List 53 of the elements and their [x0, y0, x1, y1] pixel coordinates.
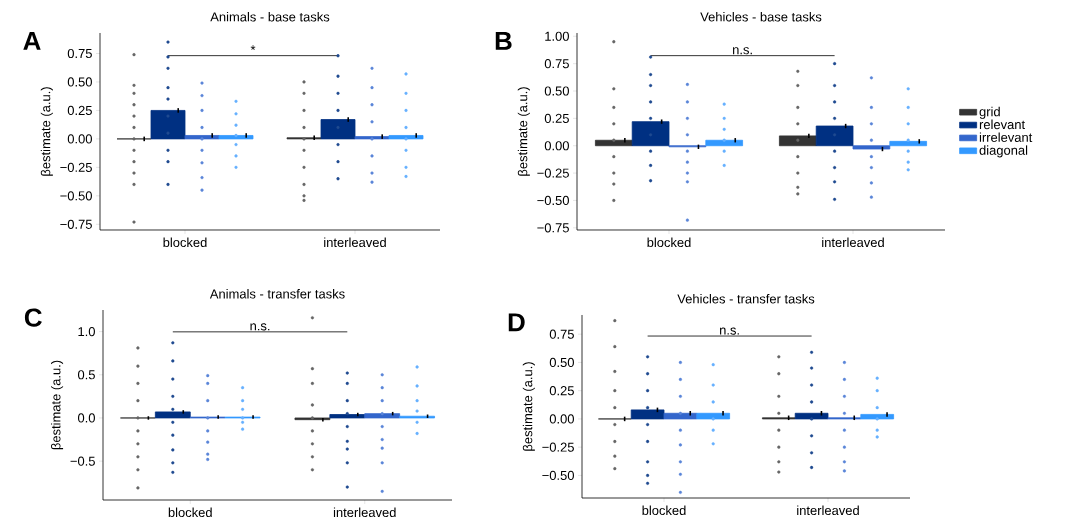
legend-label: grid	[979, 106, 1000, 119]
x-tick-label: blocked	[168, 507, 212, 518]
y-tick-label: −0.25	[60, 162, 92, 172]
y-tick-label: 0.75	[549, 329, 574, 339]
x-tick-label: blocked	[163, 237, 207, 248]
y-tick-label: 1.00	[545, 31, 569, 41]
chart-title: Vehicles - transfer tasks	[677, 293, 815, 304]
annotation: n.s.	[720, 327, 739, 335]
y-tick-label: 1.0	[78, 327, 95, 337]
x-tick-label: interleaved	[333, 507, 396, 518]
y-axis-title: βestimate (a.u.)	[50, 360, 64, 450]
y-tick-label: −0.25	[537, 168, 569, 178]
y-tick-label: 0.25	[67, 105, 92, 116]
annotation: n.s.	[250, 323, 270, 331]
y-tick-label: 0.75	[67, 48, 92, 59]
annotation: *	[250, 45, 256, 50]
y-tick-label: −0.5	[70, 456, 95, 466]
x-tick-label: interleaved	[797, 505, 859, 516]
y-tick-label: 0.00	[549, 414, 574, 424]
y-tick-label: 0.50	[67, 77, 92, 87]
annotation: n.s.	[733, 47, 752, 55]
chart-title: Vehicles - base tasks	[700, 11, 822, 22]
legend-label: irrelevant	[979, 132, 1033, 142]
y-tick-label: −0.25	[542, 442, 574, 452]
y-tick-label: 0.5	[77, 370, 95, 380]
y-tick-label: 0.0	[77, 413, 95, 423]
text: B	[495, 31, 512, 50]
legend-label: diagonal	[979, 145, 1028, 158]
y-tick-label: 0.75	[544, 59, 569, 69]
y-tick-label: −0.50	[537, 195, 569, 206]
text: D	[508, 313, 525, 332]
y-tick-label: 0.00	[67, 134, 92, 144]
y-tick-label: 0.50	[544, 86, 569, 96]
text: C	[24, 308, 42, 327]
y-tick-label: −0.75	[60, 219, 92, 229]
y-axis-title: βestimate (a.u.)	[40, 87, 53, 176]
y-tick-label: −0.50	[542, 470, 574, 480]
x-tick-label: blocked	[647, 237, 691, 248]
y-tick-label: 0.25	[544, 113, 569, 123]
x-tick-label: interleaved	[822, 237, 884, 248]
y-tick-label: 0.00	[544, 141, 569, 151]
y-tick-label: 0.25	[549, 386, 574, 396]
legend-label: relevant	[979, 119, 1025, 130]
x-tick-label: blocked	[642, 505, 686, 516]
y-tick-label: −0.50	[60, 191, 92, 201]
chart-title: Animals - transfer tasks	[209, 288, 345, 299]
y-tick-label: 0.50	[549, 357, 574, 368]
x-tick-label: interleaved	[324, 237, 386, 248]
y-tick-label: −0.75	[537, 223, 569, 233]
chart-title: Animals - base tasks	[210, 11, 330, 22]
text: A	[23, 31, 41, 50]
y-axis-title: βestimate (a.u.)	[517, 87, 530, 176]
y-axis-title: βestimate (a.u.)	[522, 362, 535, 451]
